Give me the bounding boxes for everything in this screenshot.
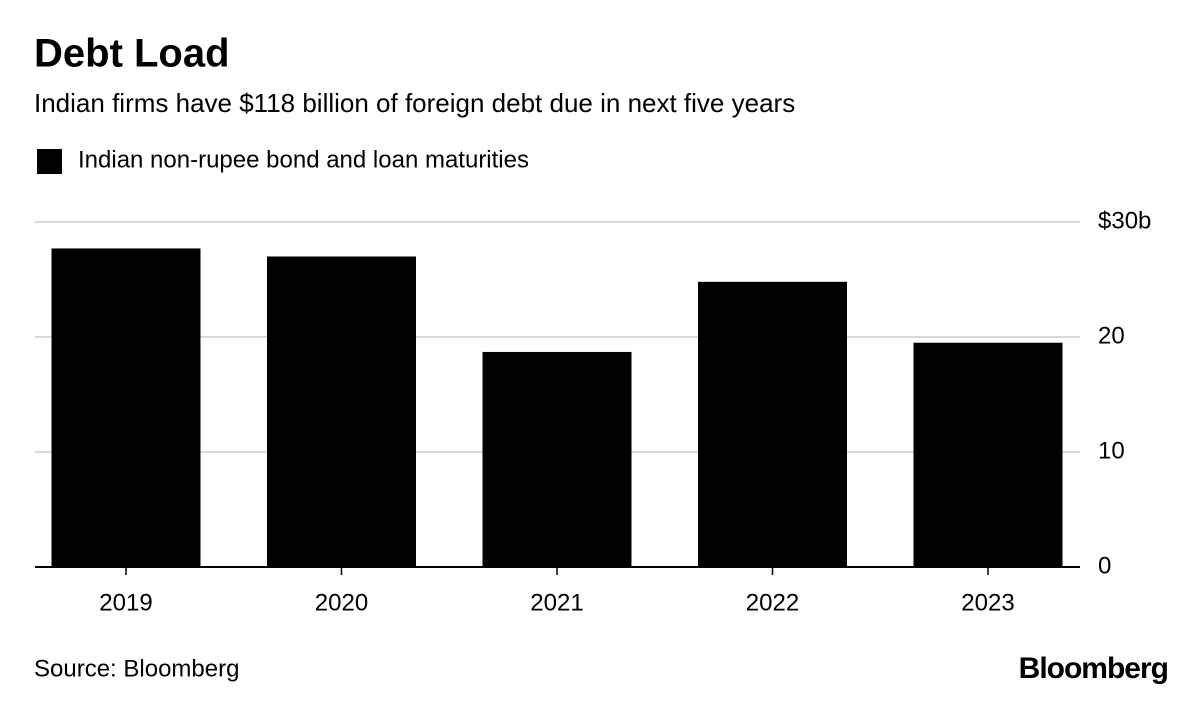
legend-label: Indian non-rupee bond and loan maturitie… xyxy=(78,146,529,173)
chart-title: Debt Load xyxy=(34,32,230,76)
y-tick-label: $30b xyxy=(1098,207,1151,234)
legend-swatch xyxy=(37,149,62,174)
x-tick-label: 2020 xyxy=(315,589,368,616)
bar xyxy=(913,342,1063,567)
y-tick-label: 20 xyxy=(1098,322,1125,349)
source: Source: Bloomberg xyxy=(34,655,239,682)
y-tick-label: 10 xyxy=(1098,437,1125,464)
credit: Bloomberg xyxy=(1019,652,1168,685)
x-tick-label: 2021 xyxy=(530,589,583,616)
bar xyxy=(698,281,847,567)
x-tick-label: 2019 xyxy=(99,589,152,616)
x-tick-label: 2023 xyxy=(961,589,1014,616)
bar xyxy=(267,256,416,567)
x-tick-label: 2022 xyxy=(746,589,799,616)
chart-subtitle: Indian firms have $118 billion of foreig… xyxy=(34,88,795,118)
bar xyxy=(482,351,632,567)
bar xyxy=(51,248,201,567)
y-tick-label: 0 xyxy=(1098,552,1111,579)
